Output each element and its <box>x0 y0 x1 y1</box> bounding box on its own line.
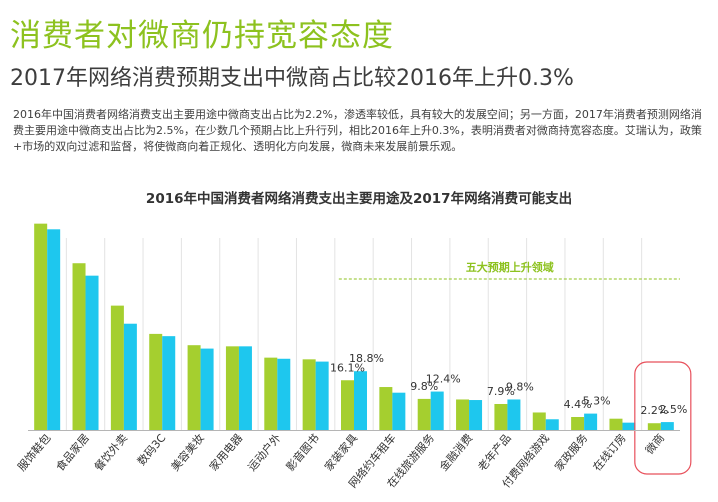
data-label-2017: 12.4% <box>426 373 461 386</box>
bar-2016 <box>264 357 278 430</box>
bar-2017 <box>622 422 636 430</box>
bar-2016 <box>609 418 623 430</box>
bar-2017 <box>85 275 99 430</box>
bar-2017 <box>507 399 521 430</box>
bar-2017 <box>162 336 176 430</box>
bar-2016 <box>110 305 124 430</box>
highlight-box <box>634 361 692 475</box>
data-label-2016: 2.2% <box>640 404 668 417</box>
category-label: 金融消费 <box>436 431 475 474</box>
category-label: 家装家具 <box>321 431 360 474</box>
bar-2016 <box>302 359 316 430</box>
data-label-2017: 5.3% <box>583 395 611 408</box>
category-dividers <box>65 238 643 430</box>
category-label: 微商 <box>642 431 667 457</box>
bar-2017 <box>277 358 291 430</box>
bar-2017 <box>354 371 367 430</box>
bar-2017 <box>123 323 137 430</box>
bar-marks <box>34 223 674 430</box>
bar-2017 <box>238 346 252 430</box>
category-label: 数码3C <box>135 431 169 468</box>
category-label: 美容美妆 <box>168 431 207 474</box>
bar-2017 <box>392 392 406 430</box>
category-label: 食品家居 <box>53 431 92 474</box>
page-subtitle: 2017年网络消费预期支出中微商占比较2016年上升0.3% <box>10 66 574 91</box>
bar-2017 <box>584 413 598 430</box>
bar-2016 <box>34 223 48 430</box>
bar-2016 <box>72 263 86 430</box>
chart-title: 2016年中国消费者网络消费支出主要用途及2017年网络消费可能支出 <box>145 191 573 207</box>
category-label: 家政服务 <box>551 431 590 474</box>
bar-2017 <box>200 348 214 430</box>
bar-2016 <box>187 345 201 430</box>
bar-2016 <box>149 333 163 430</box>
category-label: 影音图书 <box>283 431 322 474</box>
page-title: 消费者对微商仍持宽容态度 <box>10 18 394 54</box>
bar-2016 <box>494 403 508 430</box>
bar-2016 <box>532 412 546 430</box>
data-label-2017: 18.8% <box>349 352 384 365</box>
bar-2016 <box>417 398 431 430</box>
data-label-2016: 7.9% <box>487 385 515 398</box>
bar-2017 <box>47 229 61 430</box>
summary-paragraph: 2016年中国消费者网络消费支出主要用途中微商支出占比为2.2%，渗透率较低，具… <box>13 108 702 153</box>
data-label-2016: 9.8% <box>410 380 438 393</box>
bar-2017 <box>469 400 483 430</box>
category-label: 在线订房 <box>590 431 629 474</box>
bar-2017 <box>315 361 329 430</box>
bar-2017 <box>660 422 674 430</box>
category-label: 老年产品 <box>475 431 514 474</box>
category-label: 运动户外 <box>245 431 284 474</box>
data-labels: 16.1%18.8%9.8%12.4%7.9%9.8%4.4%5.3%2.2%2… <box>330 352 687 417</box>
bar-2017 <box>430 391 444 430</box>
highlight-group <box>634 361 692 475</box>
bar-2016 <box>571 416 585 430</box>
category-label: 服饰鞋包 <box>14 431 53 474</box>
bar-2016 <box>341 380 354 430</box>
data-label-2016: 4.4% <box>564 398 592 411</box>
bar-2016 <box>225 346 239 430</box>
data-label-2016: 16.1% <box>330 361 365 374</box>
data-label-2017: 2.5% <box>659 403 687 416</box>
data-label-2017: 9.8% <box>506 380 534 393</box>
category-labels: 服饰鞋包 食品家居 餐饮外卖 数码3C 美容美妆 家用电器 运动户外 影音图书 家装家具网络约车… <box>14 431 667 491</box>
bar-2016 <box>379 387 393 430</box>
bar-2016 <box>456 399 470 430</box>
category-label: 餐饮外卖 <box>91 431 130 474</box>
annotation-group: 五大预期上升领域 <box>338 260 680 280</box>
bar-2016 <box>647 423 661 430</box>
annotation-label: 五大预期上升领域 <box>466 260 554 274</box>
bar-2017 <box>545 419 559 430</box>
category-label: 家用电器 <box>206 431 245 474</box>
